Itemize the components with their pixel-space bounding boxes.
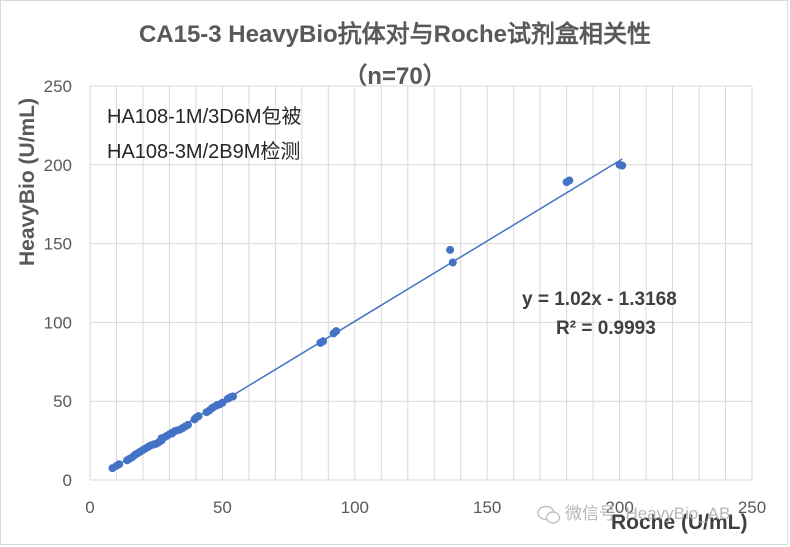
trendline-r-squared: R² = 0.9993 (556, 318, 656, 339)
y-tick-label: 0 (63, 471, 72, 490)
trendline-equation: y = 1.02x - 1.3168 (522, 289, 677, 310)
data-points (108, 160, 627, 473)
data-point (319, 337, 328, 346)
annotation-detection: HA108-3M/2B9M检测 (107, 141, 301, 163)
watermark-text: 微信号: HeavyBio_AB (565, 504, 731, 523)
x-tick-label: 250 (738, 498, 766, 517)
x-axis-label: Roche (U/mL) (611, 511, 748, 534)
vertical-gridlines (89, 86, 753, 480)
x-tick-label: 200 (605, 498, 633, 517)
y-axis-label: HeavyBio (U/mL) (16, 97, 39, 267)
data-point (446, 245, 455, 254)
x-tick-label: 100 (341, 498, 369, 517)
chart-title: CA15-3 HeavyBio抗体对与Roche试剂盒相关性 (138, 21, 652, 48)
data-point (332, 327, 341, 336)
y-tick-label: 200 (44, 156, 72, 175)
data-point (194, 412, 203, 421)
x-tick-label: 50 (213, 498, 232, 517)
annotation-coating: HA108-1M/3D6M包被 (107, 106, 302, 128)
y-tick-label: 150 (44, 235, 72, 254)
data-point (618, 161, 627, 170)
watermark: 微信号: HeavyBio_AB (537, 499, 730, 525)
y-tick-label: 50 (53, 392, 72, 411)
data-point (448, 258, 457, 267)
x-tick-label: 0 (85, 498, 94, 517)
x-tick-label: 150 (473, 498, 501, 517)
y-tick-labels: 0 50 100 150 200 250 (44, 77, 72, 490)
data-point (115, 460, 124, 469)
wechat-icon (537, 505, 561, 524)
data-point (183, 420, 192, 429)
x-tick-labels: 0 50 100 150 200 250 (85, 498, 766, 517)
data-point (565, 176, 574, 185)
y-tick-label: 250 (44, 77, 72, 96)
y-tick-label: 100 (44, 313, 72, 332)
horizontal-gridlines (90, 85, 752, 481)
data-point (228, 392, 237, 401)
